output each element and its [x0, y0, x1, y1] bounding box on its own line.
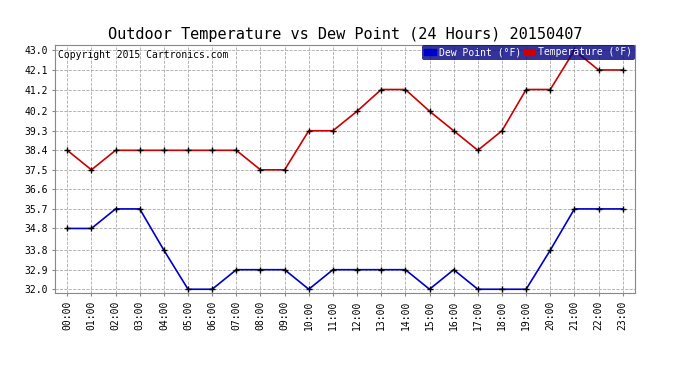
Legend: Dew Point (°F), Temperature (°F): Dew Point (°F), Temperature (°F)	[422, 45, 635, 60]
Title: Outdoor Temperature vs Dew Point (24 Hours) 20150407: Outdoor Temperature vs Dew Point (24 Hou…	[108, 27, 582, 42]
Text: Copyright 2015 Cartronics.com: Copyright 2015 Cartronics.com	[58, 50, 228, 60]
